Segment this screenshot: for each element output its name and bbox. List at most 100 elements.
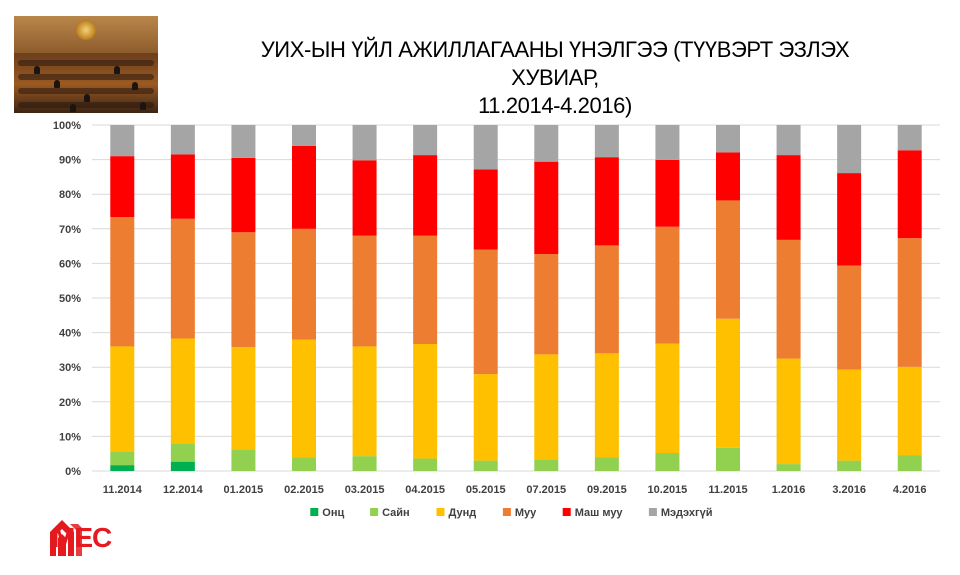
bar-segment <box>655 453 680 471</box>
x-tick-label: 04.2015 <box>405 484 445 496</box>
bar-segment <box>110 465 135 471</box>
bar-segment <box>837 265 862 370</box>
mec-logo-icon <box>50 520 82 556</box>
x-tick-label: 05.2015 <box>466 484 506 496</box>
bar-segment <box>352 235 377 347</box>
legend-label: Маш муу <box>575 507 624 519</box>
x-tick-label: 1.2016 <box>772 484 806 496</box>
bar-segment <box>776 464 801 471</box>
bar-segment <box>413 344 438 459</box>
bar-segment <box>110 125 135 157</box>
bar-segment <box>594 157 619 246</box>
bar-segment <box>594 245 619 354</box>
bar-segment <box>716 200 740 319</box>
legend-label: Муу <box>515 507 537 519</box>
bar-segment <box>110 346 135 452</box>
legend-swatch <box>502 508 511 516</box>
bar-segment <box>655 125 680 160</box>
bar-segment <box>352 456 377 471</box>
parliament-photo <box>14 16 158 113</box>
y-tick-label: 10% <box>59 431 81 443</box>
bar-segment <box>655 226 680 344</box>
bar-segment <box>473 169 498 250</box>
x-tick-label: 4.2016 <box>893 484 927 496</box>
bar-segment <box>413 155 438 236</box>
bar-segment <box>110 156 135 218</box>
bar-segment <box>110 217 135 347</box>
legend-swatch <box>436 508 445 516</box>
x-tick-label: 12.2014 <box>163 484 204 496</box>
bar-segment <box>292 145 316 229</box>
bar-segment <box>231 449 256 471</box>
y-tick-label: 40% <box>59 328 81 340</box>
bar-segment <box>655 159 680 227</box>
y-tick-label: 60% <box>59 258 81 270</box>
bar-segment <box>594 353 619 458</box>
y-tick-label: 70% <box>59 224 81 236</box>
legend-label: Онц <box>322 507 344 519</box>
bar-segment <box>231 232 256 348</box>
bar-segment <box>534 459 559 471</box>
bar-segment <box>413 125 438 156</box>
y-tick-label: 80% <box>59 189 81 201</box>
bar-segment <box>170 338 195 445</box>
y-tick-label: 50% <box>59 293 81 305</box>
legend-label: Дунд <box>449 507 477 519</box>
bar-segment <box>776 155 801 240</box>
bar-segment <box>473 460 498 471</box>
legend-label: Сайн <box>382 507 410 519</box>
y-tick-label: 90% <box>59 155 81 167</box>
bar-segment <box>716 152 740 201</box>
bar-segment <box>231 157 256 233</box>
legend-label: Мэдэхгүй <box>661 507 713 519</box>
bar-segment <box>534 354 559 460</box>
bar-segment <box>594 125 619 158</box>
x-tick-label: 3.2016 <box>832 484 866 496</box>
bar-segment <box>716 447 740 471</box>
x-tick-label: 01.2015 <box>224 484 264 496</box>
bar-segment <box>473 374 498 461</box>
bar-segment <box>170 218 195 339</box>
bar-segment <box>776 239 801 359</box>
x-tick-label: 03.2015 <box>345 484 385 496</box>
bar-segment <box>837 369 862 461</box>
bar-segment <box>352 125 377 161</box>
title-line-2: 11.2014-4.2016) <box>478 93 632 118</box>
emblem-icon <box>76 20 96 40</box>
bar-segment <box>837 125 862 174</box>
bar-segment <box>473 125 498 170</box>
page-title: УИХ-ЫН ҮЙЛ АЖИЛЛАГААНЫ ҮНЭЛГЭЭ (ТҮҮВЭРТ … <box>230 36 880 120</box>
bar-segment <box>837 460 862 471</box>
bar-segment <box>534 125 559 162</box>
bar-segment <box>897 366 922 456</box>
legend-swatch <box>310 508 319 516</box>
bar-segment <box>776 358 801 465</box>
legend-swatch <box>648 508 657 516</box>
x-tick-label: 02.2015 <box>284 484 324 496</box>
legend-swatch <box>562 508 571 516</box>
bar-segment <box>413 458 438 471</box>
bar-segment <box>594 457 619 471</box>
bar-segment <box>897 150 922 239</box>
bar-segment <box>776 125 801 156</box>
bar-segment <box>897 455 922 471</box>
bar-segment <box>292 228 316 340</box>
legend-swatch <box>370 508 379 516</box>
x-tick-label: 09.2015 <box>587 484 627 496</box>
bar-segment <box>352 160 377 236</box>
y-tick-label: 30% <box>59 362 81 374</box>
title-line-1: УИХ-ЫН ҮЙЛ АЖИЛЛАГААНЫ ҮНЭЛГЭЭ (ТҮҮВЭРТ … <box>260 37 850 90</box>
bar-segment <box>292 457 316 471</box>
bar-segment <box>292 125 316 146</box>
bar-segment <box>716 318 740 448</box>
bar-segment <box>897 125 922 151</box>
x-tick-label: 11.2015 <box>708 484 747 496</box>
bar-segment <box>534 161 559 255</box>
y-tick-label: 0% <box>65 466 81 478</box>
x-tick-label: 07.2015 <box>526 484 566 496</box>
bar-segment <box>352 346 377 457</box>
bar-segment <box>534 254 559 355</box>
bar-segment <box>170 461 195 471</box>
bar-segment <box>413 235 438 345</box>
